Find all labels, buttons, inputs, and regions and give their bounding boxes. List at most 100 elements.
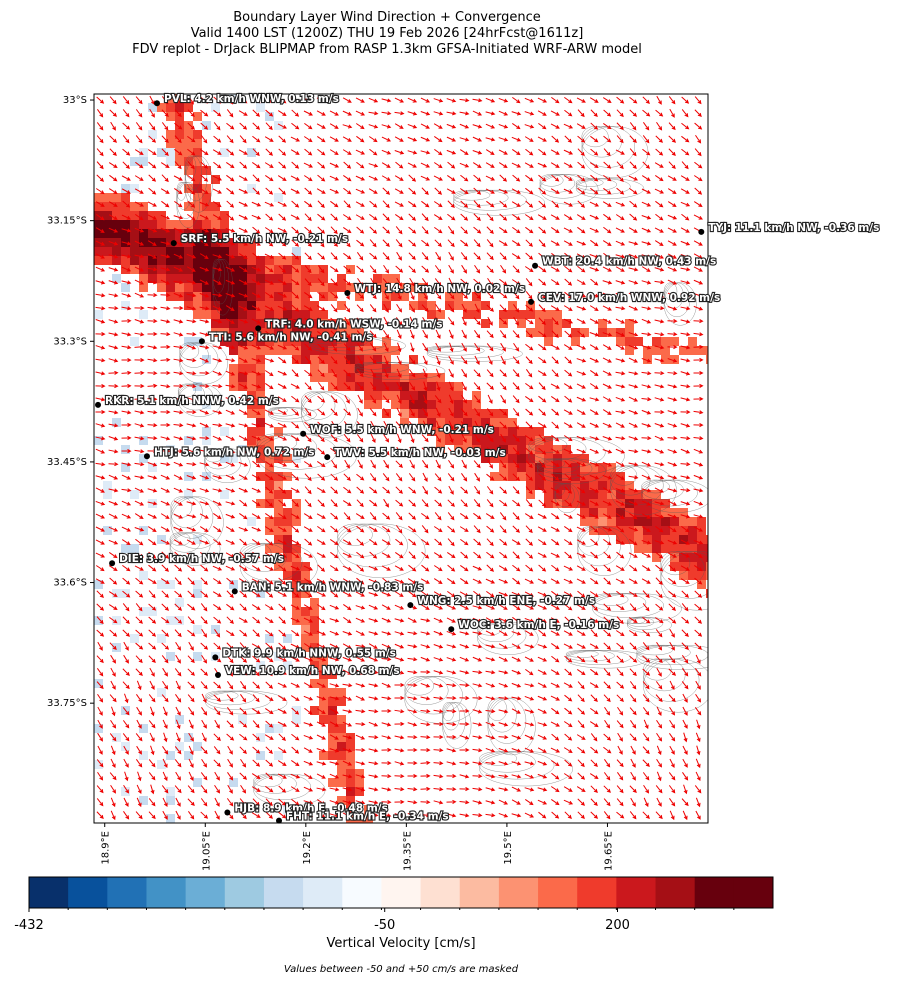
field-cell (337, 724, 346, 733)
field-cell (652, 544, 661, 553)
field-cell (688, 562, 697, 571)
field-cell (328, 292, 337, 301)
field-cell (508, 310, 517, 319)
x-tick-label: 19.65°E (603, 831, 614, 871)
station-point (324, 454, 331, 461)
field-cell (247, 373, 256, 382)
field-cell (643, 535, 652, 544)
colorbar-label: Vertical Velocity [cm/s] (326, 936, 475, 951)
field-cell (211, 229, 220, 238)
field-cell (121, 193, 130, 202)
field-cell (319, 274, 328, 283)
field-cell (175, 238, 184, 247)
field-cell (256, 373, 265, 382)
field-cell (580, 508, 589, 517)
field-cell (166, 814, 175, 823)
field-cell (175, 103, 184, 112)
field-cell (175, 112, 184, 121)
field-cell (301, 346, 310, 355)
field-cell (310, 274, 319, 283)
field-cell (265, 301, 274, 310)
field-cell (166, 616, 175, 625)
field-cell (283, 526, 292, 535)
station-label: TYJ: 11.1 km/h NW, -0.36 m/s (708, 222, 879, 234)
field-cell (274, 283, 283, 292)
field-cell (220, 229, 229, 238)
field-cell (706, 535, 708, 544)
field-cell (256, 310, 265, 319)
field-cell (535, 481, 544, 490)
field-cell (301, 283, 310, 292)
field-cell (193, 112, 202, 121)
field-cell (112, 733, 121, 742)
field-cell (337, 742, 346, 751)
field-cell (652, 553, 661, 562)
station-label: BAN: 5.1 km/h WNW, -0.83 m/s (242, 581, 424, 593)
field-cell (607, 463, 616, 472)
field-cell (238, 445, 247, 454)
field-cell (301, 589, 310, 598)
field-cell (274, 562, 283, 571)
field-cell (130, 265, 139, 274)
field-cell (346, 769, 355, 778)
field-cell (373, 382, 382, 391)
field-cell (247, 310, 256, 319)
field-cell (148, 247, 157, 256)
field-cell (454, 427, 463, 436)
field-cell (346, 751, 355, 760)
field-cell (643, 517, 652, 526)
field-cell (157, 220, 166, 229)
field-cell (427, 310, 436, 319)
field-cell (238, 256, 247, 265)
field-cell (445, 382, 454, 391)
field-cell (283, 310, 292, 319)
field-cell (292, 706, 301, 715)
colorbar-segment (303, 877, 343, 908)
field-cell (688, 553, 697, 562)
field-cell (373, 283, 382, 292)
field-cell (301, 265, 310, 274)
field-cell (94, 247, 103, 256)
field-cell (121, 544, 130, 553)
colorbar-segment (733, 877, 774, 908)
colorbar-tick-label: 200 (605, 918, 630, 933)
station-label: HJB: 8.9 km/h E, -0.48 m/s (234, 803, 387, 815)
field-cell (292, 247, 301, 256)
field-cell (238, 319, 247, 328)
field-cell (166, 283, 175, 292)
field-cell (400, 391, 409, 400)
field-cell (274, 121, 283, 130)
field-cell (355, 814, 364, 823)
field-cell (328, 733, 337, 742)
field-cell (229, 256, 238, 265)
field-cell (679, 562, 688, 571)
field-cell (454, 301, 463, 310)
field-cell (445, 400, 454, 409)
field-cell (328, 715, 337, 724)
field-cell (166, 103, 175, 112)
field-cell (706, 355, 708, 364)
field-cell (364, 337, 373, 346)
field-cell (463, 301, 472, 310)
field-cell (184, 283, 193, 292)
field-cell (517, 436, 526, 445)
field-cell (535, 427, 544, 436)
field-cell (229, 778, 238, 787)
field-cell (589, 499, 598, 508)
field-cell (319, 310, 328, 319)
field-cell (346, 328, 355, 337)
field-cell (256, 337, 265, 346)
field-cell (229, 94, 238, 103)
field-cell (364, 391, 373, 400)
field-cell (688, 544, 697, 553)
field-cell (364, 814, 373, 823)
field-cell (328, 697, 337, 706)
field-cell (229, 238, 238, 247)
colorbar-segment (263, 877, 304, 908)
field-cell (229, 454, 238, 463)
field-cell (184, 256, 193, 265)
field-cell (418, 409, 427, 418)
field-cell (211, 256, 220, 265)
field-cell (274, 499, 283, 508)
